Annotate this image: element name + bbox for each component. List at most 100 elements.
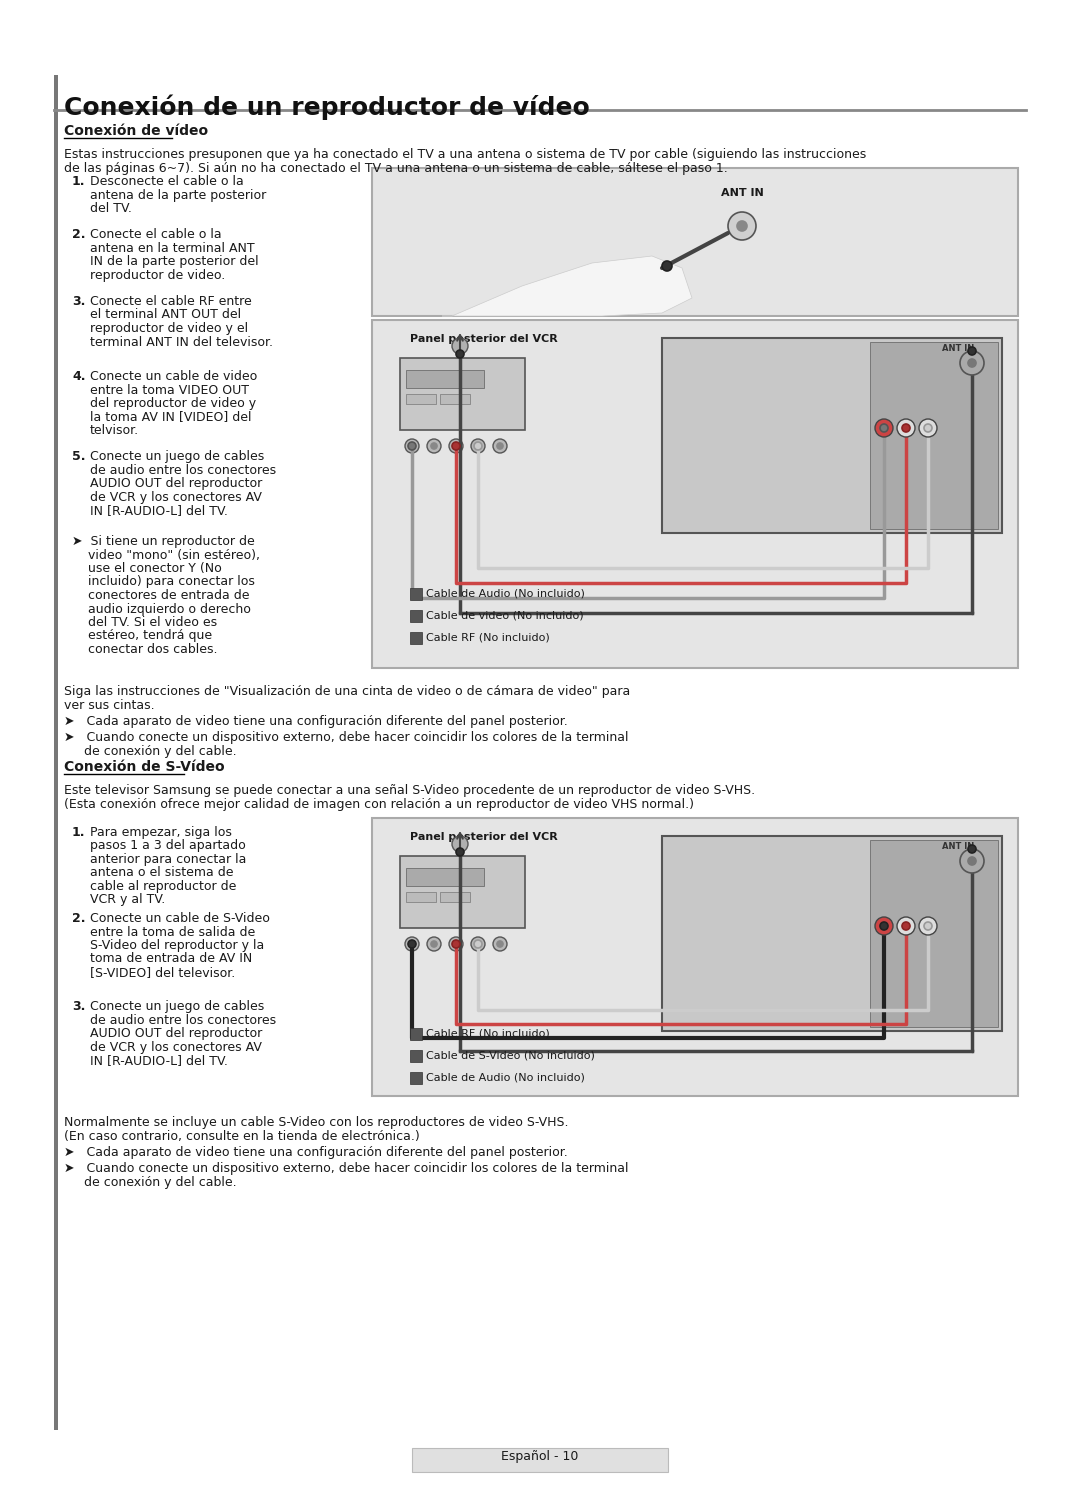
Text: ➤   Cada aparato de video tiene una configuración diferente del panel posterior.: ➤ Cada aparato de video tiene una config… bbox=[64, 716, 568, 728]
Bar bbox=[400, 856, 525, 929]
Bar bbox=[372, 320, 1018, 668]
Text: 3: 3 bbox=[411, 1073, 419, 1083]
Text: Conecte el cable RF entre: Conecte el cable RF entre bbox=[90, 295, 252, 308]
Text: conectar dos cables.: conectar dos cables. bbox=[72, 643, 217, 656]
Bar bbox=[440, 394, 470, 405]
Circle shape bbox=[497, 443, 503, 449]
Text: Este televisor Samsung se puede conectar a una señal S-Video procedente de un re: Este televisor Samsung se puede conectar… bbox=[64, 784, 755, 798]
Bar bbox=[666, 365, 764, 391]
Text: IN [R-AUDIO-L] del TV.: IN [R-AUDIO-L] del TV. bbox=[90, 1054, 228, 1067]
Circle shape bbox=[492, 439, 507, 452]
Circle shape bbox=[919, 420, 937, 437]
Circle shape bbox=[449, 937, 463, 951]
Text: AUDIO OUT del reproductor: AUDIO OUT del reproductor bbox=[90, 478, 262, 490]
Text: Conecte el cable o la: Conecte el cable o la bbox=[90, 228, 221, 241]
Circle shape bbox=[453, 443, 459, 449]
Circle shape bbox=[475, 443, 481, 449]
Bar bbox=[666, 841, 866, 859]
Text: de audio entre los conectores: de audio entre los conectores bbox=[90, 1013, 276, 1027]
Text: de VCR y los conectores AV: de VCR y los conectores AV bbox=[90, 1040, 261, 1054]
Text: 5.: 5. bbox=[72, 449, 85, 463]
Bar bbox=[666, 396, 866, 421]
Circle shape bbox=[471, 937, 485, 951]
Circle shape bbox=[408, 940, 416, 948]
Bar bbox=[410, 1071, 422, 1083]
Text: Para empezar, siga los: Para empezar, siga los bbox=[90, 826, 232, 839]
Text: 3.: 3. bbox=[72, 1000, 85, 1013]
Text: 2.: 2. bbox=[72, 228, 85, 241]
Bar bbox=[406, 394, 436, 405]
Circle shape bbox=[897, 917, 915, 934]
Circle shape bbox=[405, 937, 419, 951]
Text: de conexión y del cable.: de conexión y del cable. bbox=[64, 745, 237, 757]
Bar bbox=[406, 891, 436, 902]
Circle shape bbox=[408, 442, 416, 449]
Circle shape bbox=[902, 923, 910, 930]
Text: IN de la parte posterior del: IN de la parte posterior del bbox=[90, 254, 258, 268]
Bar bbox=[666, 454, 866, 479]
Text: ➤   Cuando conecte un dispositivo externo, debe hacer coincidir los colores de l: ➤ Cuando conecte un dispositivo externo,… bbox=[64, 731, 629, 744]
Text: Cable de video (No incluido): Cable de video (No incluido) bbox=[426, 612, 583, 620]
Bar bbox=[410, 632, 422, 644]
Text: ➤   Cada aparato de video tiene una configuración diferente del panel posterior.: ➤ Cada aparato de video tiene una config… bbox=[64, 1146, 568, 1159]
Bar bbox=[666, 923, 866, 948]
Text: 5: 5 bbox=[411, 589, 419, 600]
Circle shape bbox=[453, 442, 460, 449]
Text: antena en la terminal ANT: antena en la terminal ANT bbox=[90, 241, 255, 254]
Text: cable al reproductor de: cable al reproductor de bbox=[90, 879, 237, 893]
Bar bbox=[662, 338, 1002, 533]
Text: (En caso contrario, consulte en la tienda de electrónica.): (En caso contrario, consulte en la tiend… bbox=[64, 1129, 420, 1143]
Circle shape bbox=[474, 940, 482, 948]
Text: de VCR y los conectores AV: de VCR y los conectores AV bbox=[90, 491, 261, 503]
Text: 4.: 4. bbox=[72, 371, 85, 382]
Circle shape bbox=[431, 443, 437, 449]
Text: Normalmente se incluye un cable S-Video con los reproductores de video S-VHS.: Normalmente se incluye un cable S-Video … bbox=[64, 1116, 568, 1129]
Text: Conecte un juego de cables: Conecte un juego de cables bbox=[90, 1000, 265, 1013]
Text: reproductor de video y el: reproductor de video y el bbox=[90, 321, 248, 335]
Circle shape bbox=[427, 439, 441, 452]
Text: Conexión de vídeo: Conexión de vídeo bbox=[64, 124, 208, 138]
Text: ➤   Cuando conecte un dispositivo externo, debe hacer coincidir los colores de l: ➤ Cuando conecte un dispositivo externo,… bbox=[64, 1162, 629, 1176]
Bar bbox=[666, 862, 764, 890]
Text: Cable de Audio (No incluido): Cable de Audio (No incluido) bbox=[426, 1073, 585, 1083]
Text: del TV.: del TV. bbox=[90, 202, 132, 214]
Circle shape bbox=[960, 850, 984, 873]
Circle shape bbox=[662, 260, 672, 271]
Bar bbox=[666, 894, 866, 920]
Circle shape bbox=[968, 857, 976, 865]
Bar bbox=[666, 342, 866, 360]
Circle shape bbox=[474, 442, 482, 449]
Text: ➤  Si tiene un reproductor de: ➤ Si tiene un reproductor de bbox=[72, 536, 255, 548]
Bar bbox=[406, 868, 484, 885]
Circle shape bbox=[453, 338, 468, 354]
Circle shape bbox=[960, 351, 984, 375]
Text: 1: 1 bbox=[411, 1030, 419, 1039]
Bar bbox=[410, 1028, 422, 1040]
Text: 1.: 1. bbox=[72, 826, 85, 839]
Text: Conecte un juego de cables: Conecte un juego de cables bbox=[90, 449, 265, 463]
Text: Conexión de S-Vídeo: Conexión de S-Vídeo bbox=[64, 760, 225, 774]
Circle shape bbox=[453, 940, 460, 948]
Text: ANT IN: ANT IN bbox=[942, 344, 974, 353]
Text: IN [R-AUDIO-L] del TV.: IN [R-AUDIO-L] del TV. bbox=[90, 504, 228, 516]
Circle shape bbox=[875, 420, 893, 437]
Circle shape bbox=[968, 347, 976, 356]
Circle shape bbox=[409, 443, 415, 449]
Text: Panel posterior del VCR: Panel posterior del VCR bbox=[410, 333, 557, 344]
Circle shape bbox=[409, 940, 415, 946]
Text: la toma AV IN [VIDEO] del: la toma AV IN [VIDEO] del bbox=[90, 411, 252, 424]
Text: S-Video del reproductor y la: S-Video del reproductor y la bbox=[90, 939, 265, 952]
Circle shape bbox=[737, 222, 747, 231]
Text: incluido) para conectar los: incluido) para conectar los bbox=[72, 576, 255, 588]
Text: Conecte un cable de S-Video: Conecte un cable de S-Video bbox=[90, 912, 270, 926]
Text: conectores de entrada de: conectores de entrada de bbox=[72, 589, 249, 603]
Text: Conexión de un reproductor de vídeo: Conexión de un reproductor de vídeo bbox=[64, 95, 590, 121]
Bar bbox=[372, 168, 1018, 315]
Circle shape bbox=[475, 940, 481, 946]
Text: Siga las instrucciones de "Visualización de una cinta de video o de cámara de vi: Siga las instrucciones de "Visualización… bbox=[64, 684, 631, 698]
Text: de conexión y del cable.: de conexión y del cable. bbox=[64, 1176, 237, 1189]
Text: Estas instrucciones presuponen que ya ha conectado el TV a una antena o sistema : Estas instrucciones presuponen que ya ha… bbox=[64, 147, 866, 161]
Text: antena de la parte posterior: antena de la parte posterior bbox=[90, 189, 267, 201]
Circle shape bbox=[431, 940, 437, 946]
Bar bbox=[406, 371, 484, 388]
